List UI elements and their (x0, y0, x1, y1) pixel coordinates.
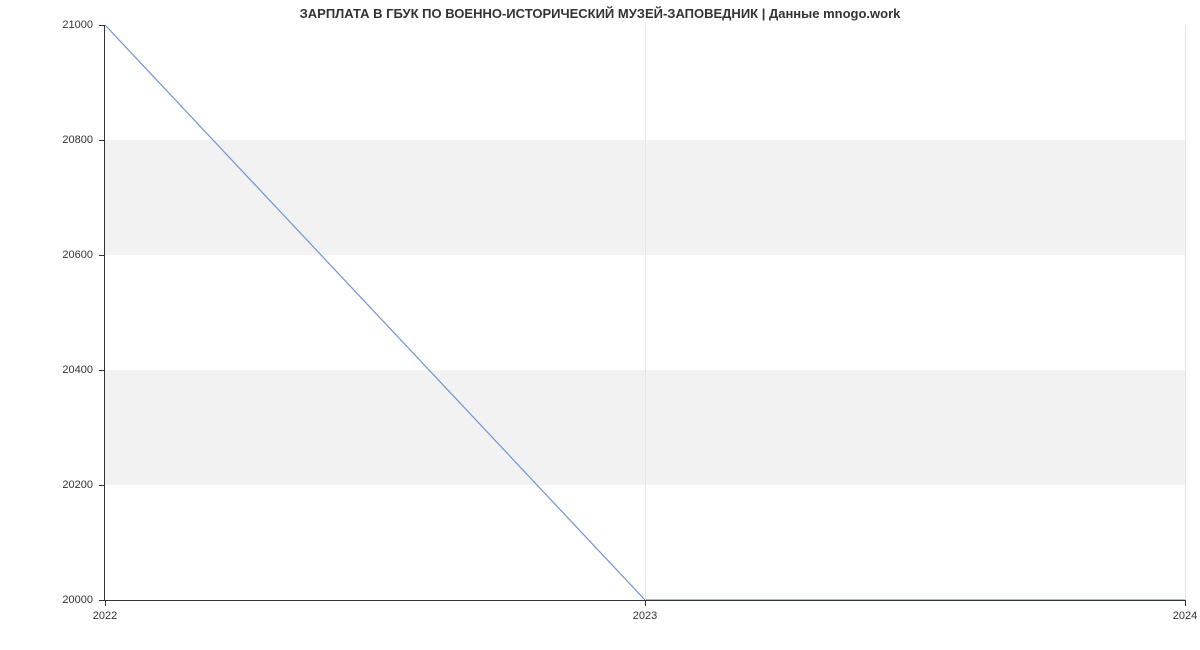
y-tick-label: 20000 (0, 594, 93, 606)
salary-chart: ЗАРПЛАТА В ГБУК ПО ВОЕННО-ИСТОРИЧЕСКИЙ М… (0, 0, 1200, 650)
y-tick (99, 140, 105, 141)
y-tick-label: 20400 (0, 364, 93, 376)
x-tick (1185, 600, 1186, 606)
y-tick (99, 255, 105, 256)
plot-area (105, 25, 1185, 600)
x-tick-label: 2024 (1173, 610, 1197, 622)
y-tick-label: 20800 (0, 134, 93, 146)
x-tick-label: 2023 (633, 610, 657, 622)
y-tick-label: 20600 (0, 249, 93, 261)
y-axis (104, 25, 105, 600)
chart-title: ЗАРПЛАТА В ГБУК ПО ВОЕННО-ИСТОРИЧЕСКИЙ М… (0, 6, 1200, 21)
y-tick-label: 21000 (0, 19, 93, 31)
y-tick-label: 20200 (0, 479, 93, 491)
x-tick (645, 600, 646, 606)
y-tick (99, 370, 105, 371)
x-tick (105, 600, 106, 606)
y-tick (99, 25, 105, 26)
gridline (645, 25, 646, 600)
y-tick (99, 485, 105, 486)
x-tick-label: 2022 (93, 610, 117, 622)
gridline (1185, 25, 1186, 600)
